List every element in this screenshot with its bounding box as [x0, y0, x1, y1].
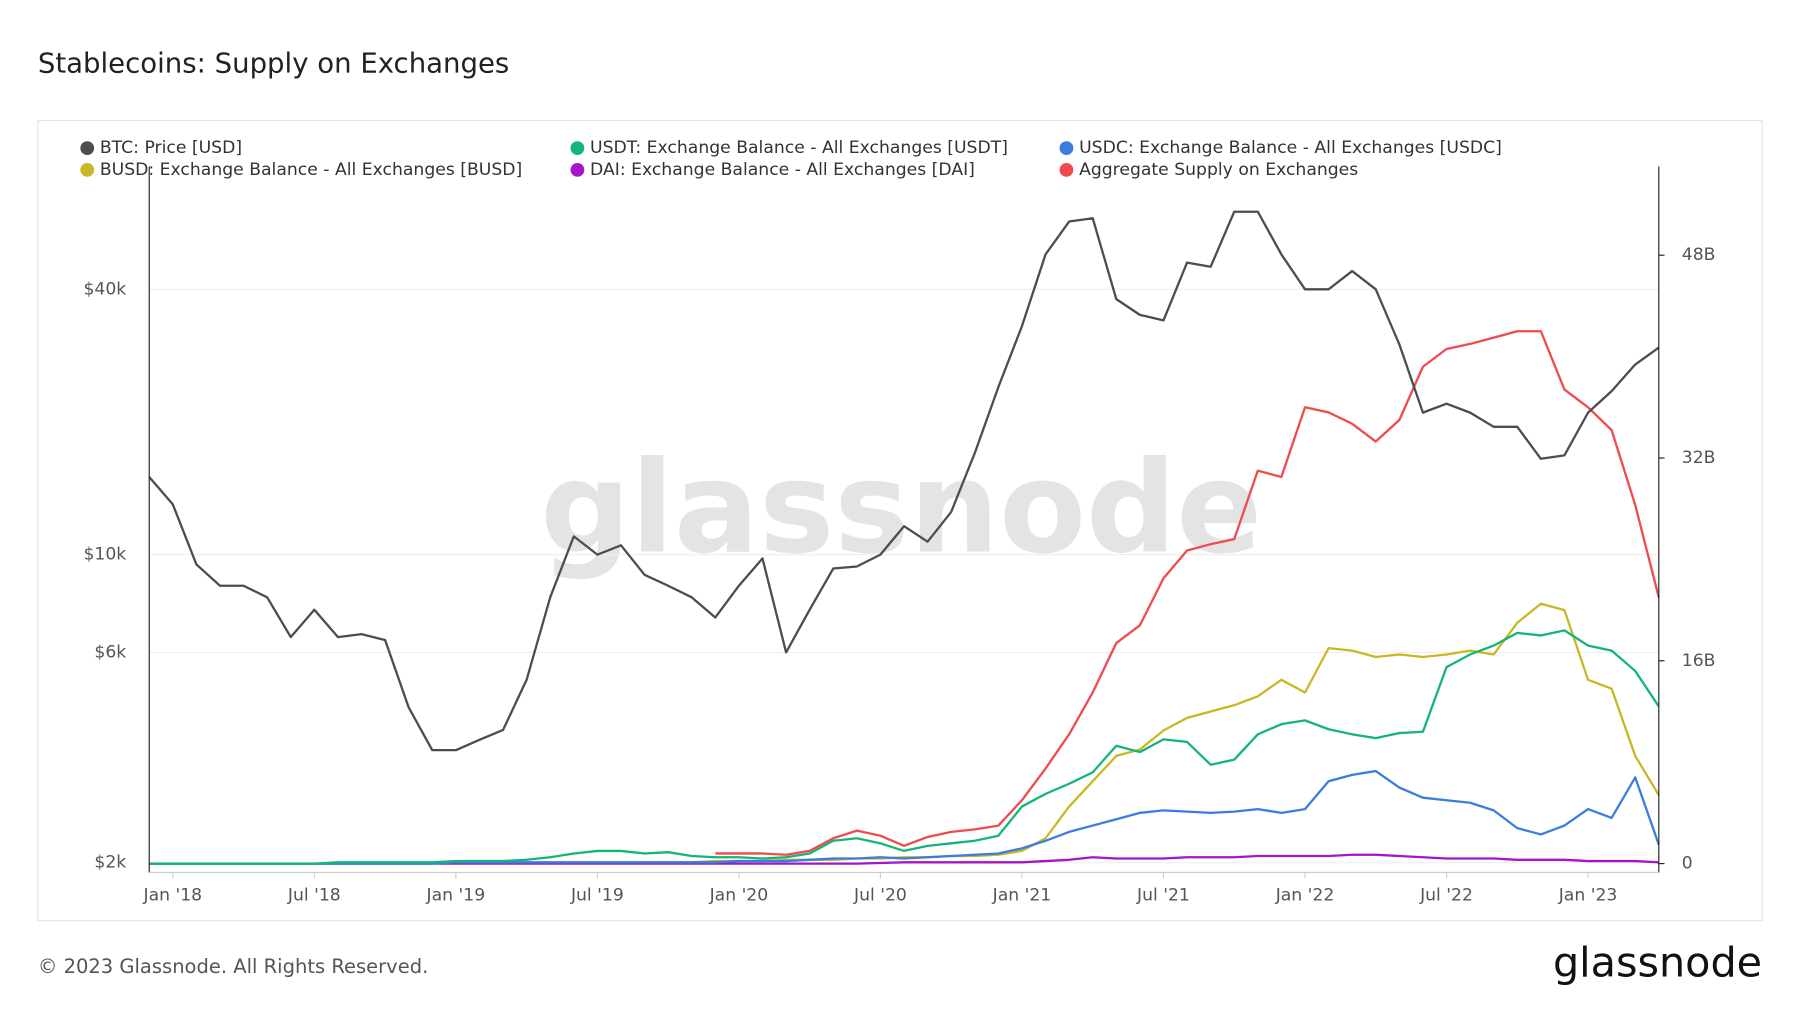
series-line — [715, 330, 1660, 856]
y2-tick-label: 0 — [1682, 854, 1693, 874]
legend-label: BTC: Price [USD] — [100, 138, 242, 158]
legend-marker — [570, 141, 585, 155]
x-tick-label: Jul '18 — [287, 885, 341, 905]
copyright: © 2023 Glassnode. All Rights Reserved. — [38, 955, 428, 978]
x-tick-label: Jul '21 — [1136, 885, 1190, 905]
x-tick-label: Jan '20 — [709, 885, 769, 905]
legend-marker — [570, 163, 585, 177]
chart-title: Stablecoins: Supply on Exchanges — [38, 47, 509, 79]
series-line — [644, 602, 1660, 864]
x-tick-label: Jul '22 — [1419, 885, 1473, 905]
legend-label: USDC: Exchange Balance - All Exchanges [… — [1079, 138, 1502, 158]
legend-marker — [1059, 141, 1074, 155]
x-tick-label: Jul '19 — [570, 885, 624, 905]
logo: glassnode — [1553, 938, 1762, 986]
y-tick-label: $6k — [94, 642, 126, 662]
x-tick-label: Jan '23 — [1558, 885, 1618, 905]
series-line — [149, 629, 1660, 865]
legend-marker — [80, 141, 95, 155]
y2-tick-label: 32B — [1682, 448, 1716, 468]
x-tick-label: Jan '22 — [1275, 885, 1335, 905]
x-tick-label: Jul '20 — [853, 885, 907, 905]
legend-label: USDT: Exchange Balance - All Exchanges [… — [590, 138, 1008, 158]
x-tick-label: Jan '19 — [426, 885, 486, 905]
legend-label: DAI: Exchange Balance - All Exchanges [D… — [590, 160, 975, 180]
chart-panel — [37, 119, 1763, 922]
y2-tick-label: 48B — [1682, 245, 1716, 265]
legend-marker — [1059, 163, 1074, 177]
x-tick-label: Jan '21 — [992, 885, 1052, 905]
y-tick-label: $40k — [83, 279, 126, 299]
legend-label: Aggregate Supply on Exchanges — [1079, 160, 1358, 180]
series-line — [149, 769, 1660, 865]
x-tick-label: Jan '18 — [143, 885, 203, 905]
y-tick-label: $2k — [94, 853, 126, 873]
legend-marker — [80, 163, 95, 177]
watermark: glassnode — [540, 434, 1262, 581]
y-tick-label: $10k — [83, 545, 126, 565]
legend-label: BUSD: Exchange Balance - All Exchanges [… — [100, 160, 522, 180]
series-line — [148, 210, 1660, 752]
y2-tick-label: 16B — [1682, 651, 1716, 671]
